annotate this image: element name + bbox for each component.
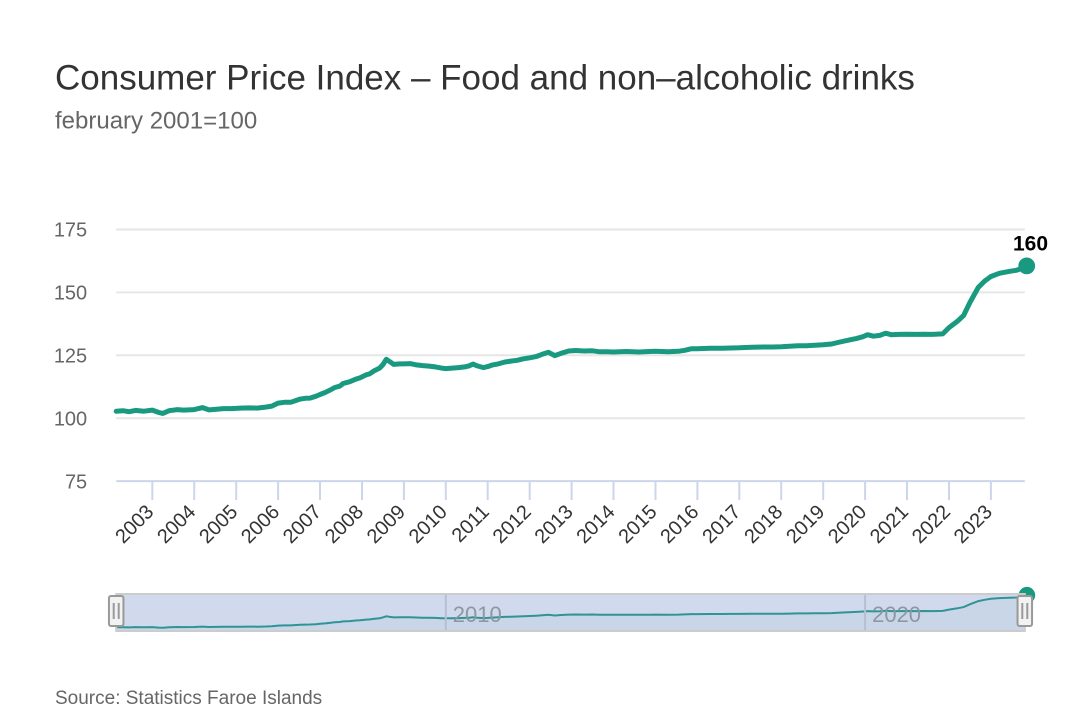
- svg-text:2020: 2020: [872, 602, 921, 627]
- svg-text:175: 175: [54, 220, 87, 242]
- svg-text:2010: 2010: [453, 602, 502, 627]
- svg-text:75: 75: [65, 471, 87, 493]
- svg-text:150: 150: [54, 283, 87, 305]
- svg-text:100: 100: [54, 408, 87, 430]
- svg-text:Source: Statistics Faroe Islan: Source: Statistics Faroe Islands: [55, 688, 322, 709]
- svg-text:125: 125: [54, 346, 87, 368]
- svg-text:160: 160: [1013, 233, 1048, 256]
- svg-text:february 2001=100: february 2001=100: [55, 108, 257, 135]
- svg-text:Consumer Price Index – Food an: Consumer Price Index – Food and non–alco…: [55, 59, 915, 98]
